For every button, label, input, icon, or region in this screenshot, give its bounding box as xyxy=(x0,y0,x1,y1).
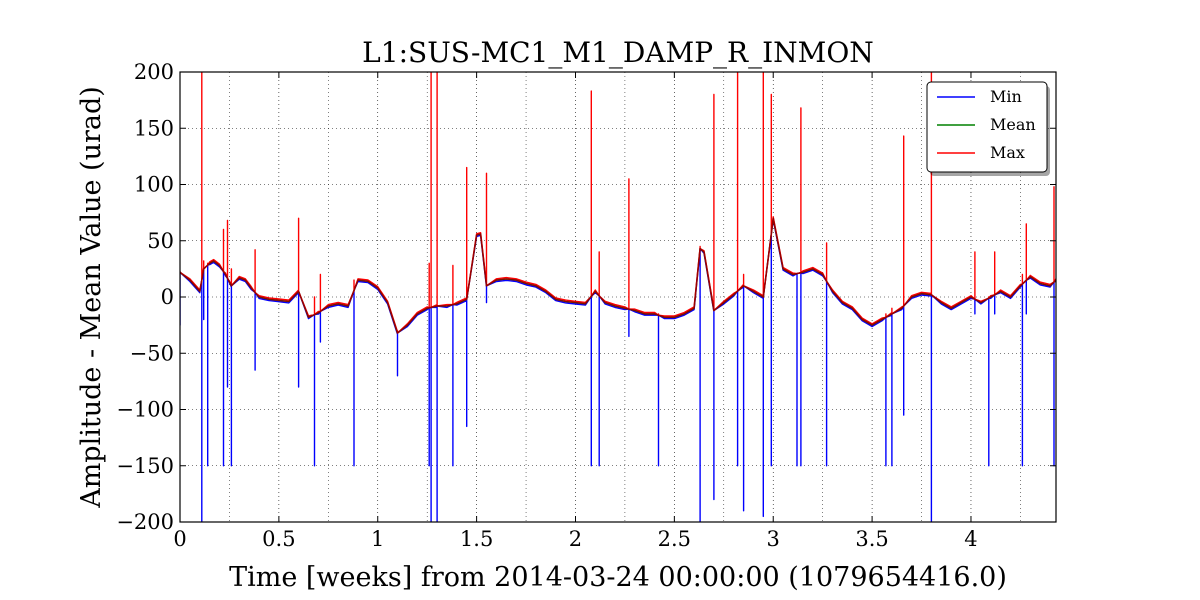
legend-label-max: Max xyxy=(990,143,1025,162)
y-axis-label: Amplitude - Mean Value (urad) xyxy=(76,86,107,509)
y-tick-label: 150 xyxy=(134,116,174,140)
x-tick-label: 1.5 xyxy=(460,527,493,551)
series-line-overlap xyxy=(180,217,1056,334)
x-tick-label: 3 xyxy=(767,527,780,551)
x-tick-label: 4 xyxy=(964,527,977,551)
chart-title: L1:SUS-MC1_M1_DAMP_R_INMON xyxy=(362,36,874,69)
x-tick-label: 2 xyxy=(569,527,582,551)
legend-label-min: Min xyxy=(990,87,1022,106)
y-tick-label: 200 xyxy=(134,60,174,84)
x-axis-label: Time [weeks] from 2014-03-24 00:00:00 (1… xyxy=(229,562,1007,593)
x-tick-label: 2.5 xyxy=(658,527,691,551)
series-area xyxy=(180,72,1056,522)
y-tick-label: −100 xyxy=(116,398,174,422)
x-tick-label: 0.5 xyxy=(262,527,295,551)
y-tick-label: −150 xyxy=(116,454,174,478)
x-tick-label: 1 xyxy=(371,527,384,551)
y-tick-label: −50 xyxy=(130,341,174,365)
x-tick-label: 3.5 xyxy=(855,527,888,551)
legend-label-mean: Mean xyxy=(990,115,1036,134)
ticks: 0 0.5 1 1.5 2 2.5 3 3.5 4 −200 −150 −100 −50 0 50 100 15… xyxy=(116,60,1056,551)
legend: Min Mean Max xyxy=(926,81,1050,176)
y-tick-label: −200 xyxy=(116,510,174,534)
y-tick-label: 50 xyxy=(147,229,174,253)
legend-box xyxy=(926,81,1048,173)
y-tick-label: 100 xyxy=(134,173,174,197)
y-tick-label: 0 xyxy=(161,285,174,309)
x-tick-label: 0 xyxy=(173,527,186,551)
